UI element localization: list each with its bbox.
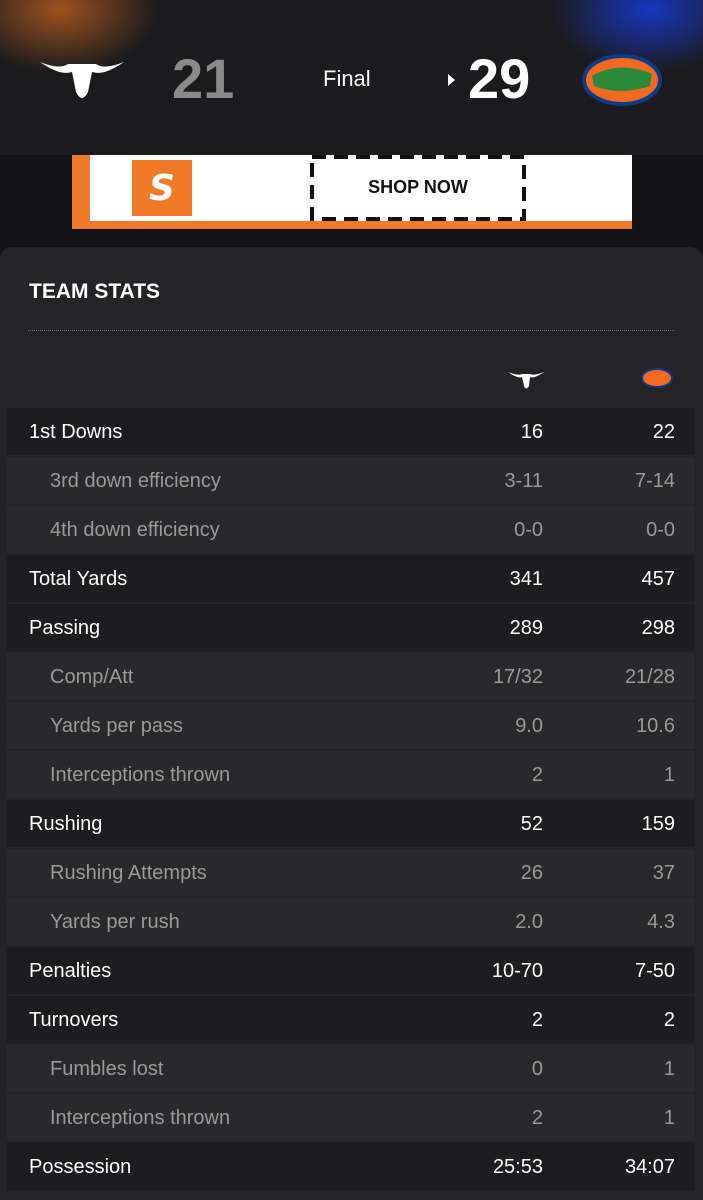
home-value: 34:07 bbox=[624, 1156, 675, 1178]
home-logo-detail bbox=[592, 67, 652, 91]
stat-label: Interceptions thrown bbox=[50, 1107, 231, 1129]
stat-label: Interceptions thrown bbox=[50, 764, 231, 786]
stat-row: 1st Downs 16 22 bbox=[7, 408, 695, 455]
home-value: 1 bbox=[663, 764, 675, 786]
away-value: 2.0 bbox=[515, 911, 543, 933]
stat-label: 1st Downs bbox=[29, 421, 123, 443]
stat-row: Rushing 52 159 bbox=[7, 800, 695, 847]
home-value: 159 bbox=[641, 813, 675, 835]
ad-logo-letter: S bbox=[149, 168, 175, 209]
away-logo bbox=[40, 62, 124, 98]
column-logos bbox=[508, 368, 673, 389]
home-value: 1 bbox=[663, 1058, 675, 1080]
away-value: 9.0 bbox=[515, 715, 543, 737]
away-value: 0-0 bbox=[514, 519, 543, 541]
away-value: 25:53 bbox=[492, 1156, 543, 1178]
home-value: 1 bbox=[663, 1107, 675, 1129]
stat-row: Penalties 10-70 7-50 bbox=[7, 947, 695, 994]
away-value: 17/32 bbox=[492, 666, 543, 688]
stat-label: Turnovers bbox=[29, 1009, 119, 1031]
ad-stripe bbox=[72, 221, 632, 229]
home-value: 7-50 bbox=[634, 960, 675, 982]
away-value: 52 bbox=[520, 813, 543, 835]
away-value: 341 bbox=[509, 568, 543, 590]
stats-title: TEAM STATS bbox=[29, 280, 161, 303]
sub-stat-row: Fumbles lost 0 1 bbox=[7, 1045, 695, 1092]
home-value: 21/28 bbox=[624, 666, 675, 688]
stat-row: Total Yards 341 457 bbox=[7, 555, 695, 602]
stat-label: Passing bbox=[29, 617, 101, 639]
sub-stat-row: 4th down efficiency 0-0 0-0 bbox=[7, 506, 695, 553]
home-value: 2 bbox=[663, 1009, 675, 1031]
away-col-logo bbox=[508, 372, 544, 389]
game-status: Final bbox=[323, 66, 371, 91]
sub-stat-row: Yards per pass 9.0 10.6 bbox=[7, 702, 695, 749]
stat-label: Yards per rush bbox=[50, 911, 180, 933]
stats-table: 1st Downs 16 22 3rd down efficiency 3-11 7-14… bbox=[7, 408, 695, 1192]
home-value: 22 bbox=[652, 421, 675, 443]
away-value: 2 bbox=[531, 1009, 543, 1031]
ad-button-text[interactable]: SHOP NOW bbox=[368, 177, 468, 197]
stat-label: Comp/Att bbox=[50, 666, 134, 688]
stat-label: Total Yards bbox=[29, 568, 128, 590]
away-value: 289 bbox=[509, 617, 543, 639]
ad-stripe bbox=[72, 155, 90, 229]
possession-arrow bbox=[448, 74, 455, 86]
away-value: 10-70 bbox=[491, 960, 543, 982]
home-col-logo bbox=[641, 368, 673, 388]
stat-label: 3rd down efficiency bbox=[50, 470, 221, 492]
divider bbox=[28, 330, 675, 331]
sub-stat-row: Rushing Attempts 26 37 bbox=[7, 849, 695, 896]
stat-label: Fumbles lost bbox=[50, 1058, 164, 1080]
home-value: 4.3 bbox=[647, 911, 675, 933]
ad-button[interactable] bbox=[310, 155, 526, 221]
away-value: 0 bbox=[531, 1058, 543, 1080]
stat-label: Penalties bbox=[29, 960, 112, 982]
sub-stat-row: Interceptions thrown 2 1 bbox=[7, 1094, 695, 1141]
away-value: 16 bbox=[520, 421, 543, 443]
ad-banner[interactable]: S SHOP NOW bbox=[72, 155, 632, 229]
stat-label: 4th down efficiency bbox=[50, 519, 220, 541]
logos bbox=[40, 54, 662, 106]
away-score: 21 bbox=[172, 47, 235, 110]
stat-row: Possession 25:53 34:07 bbox=[7, 1143, 695, 1190]
stat-row: Passing 289 298 bbox=[7, 604, 695, 651]
home-score: 29 bbox=[468, 47, 531, 110]
stat-label: Yards per pass bbox=[50, 715, 184, 737]
home-value: 457 bbox=[641, 568, 675, 590]
away-value: 3-11 bbox=[504, 470, 543, 492]
away-value: 2 bbox=[531, 764, 543, 786]
stat-label: Rushing Attempts bbox=[50, 862, 207, 884]
home-value: 37 bbox=[652, 862, 675, 884]
ad-logo bbox=[132, 160, 192, 216]
away-value: 26 bbox=[520, 862, 543, 884]
away-value: 2 bbox=[531, 1107, 543, 1129]
home-value: 10.6 bbox=[636, 715, 675, 737]
sub-stat-row: Interceptions thrown 2 1 bbox=[7, 751, 695, 798]
home-value: 298 bbox=[641, 617, 675, 639]
home-value: 0-0 bbox=[646, 519, 675, 541]
stat-row: Turnovers 2 2 bbox=[7, 996, 695, 1043]
stat-label: Possession bbox=[29, 1156, 132, 1178]
stat-label: Rushing bbox=[29, 813, 103, 835]
scoreboard: 21 Final 29 bbox=[0, 0, 703, 155]
sub-stat-row: Comp/Att 17/32 21/28 bbox=[7, 653, 695, 700]
home-value: 7-14 bbox=[634, 470, 675, 492]
sub-stat-row: Yards per rush 2.0 4.3 bbox=[7, 898, 695, 945]
sub-stat-row: 3rd down efficiency 3-11 7-14 bbox=[7, 457, 695, 504]
